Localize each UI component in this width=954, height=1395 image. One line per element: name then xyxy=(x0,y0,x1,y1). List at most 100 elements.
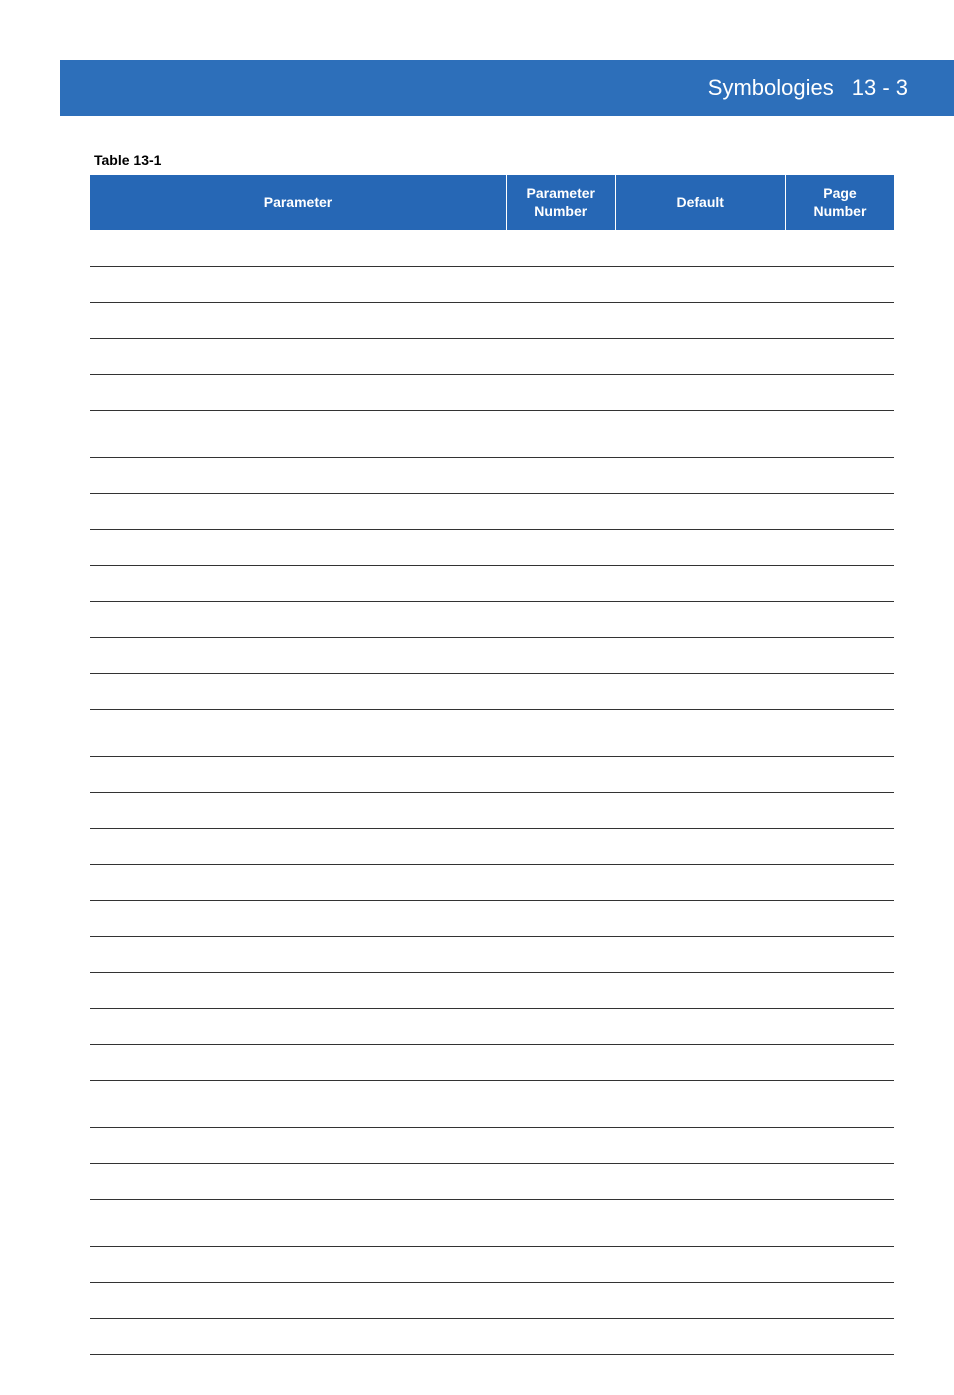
table-row xyxy=(90,1045,894,1081)
table-cell xyxy=(506,829,615,865)
document-page: Symbologies 13 - 3 Table 13-1 Parameter … xyxy=(0,60,954,1395)
section-label-cell xyxy=(90,411,894,458)
table-cell xyxy=(785,1164,894,1200)
table-body xyxy=(90,231,894,1355)
table-cell xyxy=(506,231,615,267)
table-cell xyxy=(615,638,785,674)
table-cell xyxy=(785,757,894,793)
table-cell xyxy=(90,1128,506,1164)
table-cell xyxy=(90,757,506,793)
table-cell xyxy=(615,1319,785,1355)
table-cell xyxy=(785,1319,894,1355)
col-header-default: Default xyxy=(615,175,785,231)
table-cell xyxy=(785,865,894,901)
table-header: Parameter ParameterNumber Default PageNu… xyxy=(90,175,894,231)
table-cell xyxy=(615,757,785,793)
table-cell xyxy=(90,303,506,339)
table-row xyxy=(90,602,894,638)
table-cell xyxy=(90,937,506,973)
table-cell xyxy=(506,458,615,494)
table-row xyxy=(90,638,894,674)
table-row xyxy=(90,937,894,973)
table-row xyxy=(90,901,894,937)
table-caption: Table 13-1 xyxy=(94,152,894,168)
table-cell xyxy=(90,566,506,602)
table-cell xyxy=(785,602,894,638)
table-cell xyxy=(615,973,785,1009)
table-cell xyxy=(615,231,785,267)
table-cell xyxy=(90,674,506,710)
section-label-cell xyxy=(90,1081,894,1128)
table-cell xyxy=(506,674,615,710)
table-cell xyxy=(785,267,894,303)
col-header-parameter: Parameter xyxy=(90,175,506,231)
table-cell xyxy=(785,375,894,411)
table-row xyxy=(90,375,894,411)
table-cell xyxy=(506,1045,615,1081)
table-cell xyxy=(90,602,506,638)
table-row xyxy=(90,231,894,267)
table-section-row xyxy=(90,710,894,757)
col-header-parameter-number: ParameterNumber xyxy=(506,175,615,231)
table-cell xyxy=(506,566,615,602)
table-cell xyxy=(785,973,894,1009)
page-header-band: Symbologies 13 - 3 xyxy=(0,60,954,116)
table-section-row xyxy=(90,411,894,458)
page-number: 13 - 3 xyxy=(852,75,908,101)
table-cell xyxy=(90,530,506,566)
table-row xyxy=(90,494,894,530)
table-cell xyxy=(506,602,615,638)
table-cell xyxy=(506,1164,615,1200)
table-cell xyxy=(615,793,785,829)
table-cell xyxy=(506,973,615,1009)
table-cell xyxy=(615,530,785,566)
section-label-cell xyxy=(90,1200,894,1247)
table-cell xyxy=(615,602,785,638)
table-section-row xyxy=(90,1081,894,1128)
table-cell xyxy=(615,267,785,303)
table-cell xyxy=(90,1009,506,1045)
section-label-cell xyxy=(90,710,894,757)
table-cell xyxy=(785,303,894,339)
table-cell xyxy=(90,494,506,530)
table-row xyxy=(90,829,894,865)
table-row xyxy=(90,674,894,710)
table-cell xyxy=(90,267,506,303)
table-cell xyxy=(90,375,506,411)
table-cell xyxy=(90,339,506,375)
table-cell xyxy=(506,1247,615,1283)
table-cell xyxy=(90,638,506,674)
table-row xyxy=(90,973,894,1009)
table-cell xyxy=(615,494,785,530)
table-cell xyxy=(785,566,894,602)
table-cell xyxy=(506,375,615,411)
table-row xyxy=(90,530,894,566)
table-row xyxy=(90,1319,894,1355)
table-cell xyxy=(90,1164,506,1200)
table-row xyxy=(90,757,894,793)
table-cell xyxy=(506,530,615,566)
table-cell xyxy=(615,375,785,411)
table-row xyxy=(90,1247,894,1283)
table-cell xyxy=(90,1045,506,1081)
table-row xyxy=(90,339,894,375)
table-cell xyxy=(615,303,785,339)
table-row xyxy=(90,865,894,901)
table-cell xyxy=(785,638,894,674)
table-cell xyxy=(506,339,615,375)
table-cell xyxy=(615,674,785,710)
table-cell xyxy=(506,865,615,901)
table-cell xyxy=(506,793,615,829)
table-cell xyxy=(506,303,615,339)
table-cell xyxy=(785,901,894,937)
table-cell xyxy=(615,901,785,937)
table-cell xyxy=(506,1009,615,1045)
table-cell xyxy=(90,1247,506,1283)
table-cell xyxy=(785,1128,894,1164)
table-row xyxy=(90,303,894,339)
table-cell xyxy=(90,865,506,901)
table-row xyxy=(90,267,894,303)
table-row xyxy=(90,793,894,829)
table-cell xyxy=(506,757,615,793)
table-cell xyxy=(785,1009,894,1045)
